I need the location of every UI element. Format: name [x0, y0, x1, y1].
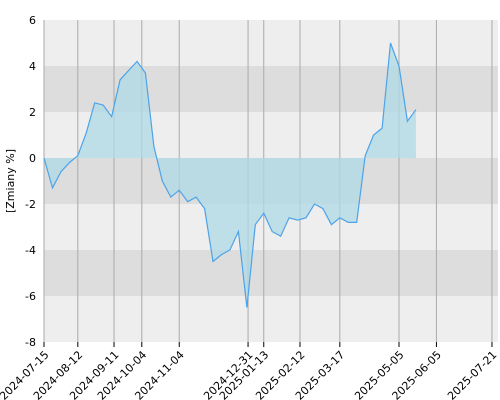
y-tick-label: 0	[29, 152, 36, 165]
series-line	[43, 42, 417, 308]
y-tick-label: -2	[25, 198, 36, 211]
band--8--6	[44, 296, 498, 342]
y-tick-label: -4	[25, 244, 36, 257]
x-tick-label: 2025-07-21	[445, 348, 499, 400]
y-tick-label: -6	[25, 290, 36, 303]
band-2-4	[44, 66, 498, 112]
y-tick-label: 2	[29, 106, 36, 119]
y-axis-label: [Zmiany %]	[4, 149, 17, 213]
y-tick-label: -8	[25, 336, 36, 349]
band-4-6	[44, 20, 498, 66]
band--6--4	[44, 250, 498, 296]
series-area	[44, 43, 416, 308]
y-tick-label: 4	[29, 60, 36, 73]
y-tick-label: 6	[29, 14, 36, 27]
y-axis-ticks: -8 -6 -4 -2 0 2 4 6	[25, 14, 36, 349]
x-axis-ticks: 2024-07-152024-08-122024-09-112024-10-04…	[0, 342, 500, 400]
